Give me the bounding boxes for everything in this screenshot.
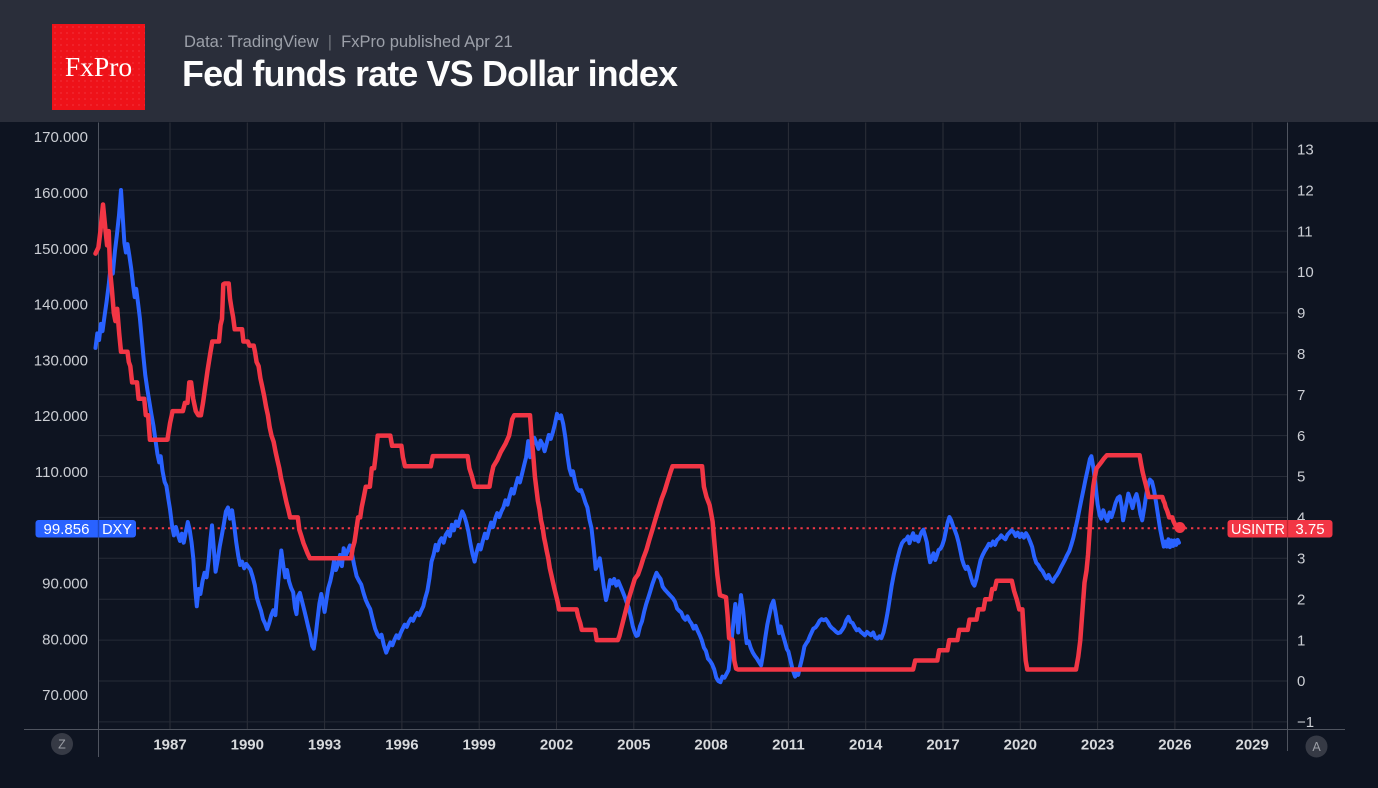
svg-text:160.000: 160.000	[34, 185, 88, 202]
svg-text:−1: −1	[1297, 714, 1314, 731]
svg-text:3: 3	[1297, 551, 1305, 568]
svg-text:2: 2	[1297, 591, 1305, 608]
svg-text:2029: 2029	[1236, 737, 1269, 754]
svg-text:10: 10	[1297, 264, 1314, 281]
svg-text:0: 0	[1297, 673, 1305, 690]
svg-text:Z: Z	[58, 738, 66, 752]
svg-text:7: 7	[1297, 387, 1305, 404]
svg-text:80.000: 80.000	[42, 631, 88, 648]
svg-text:1990: 1990	[231, 737, 264, 754]
svg-text:1999: 1999	[463, 737, 496, 754]
svg-text:130.000: 130.000	[34, 352, 88, 369]
svg-text:5: 5	[1297, 469, 1305, 486]
svg-text:2023: 2023	[1081, 737, 1114, 754]
svg-text:2011: 2011	[772, 737, 805, 754]
svg-text:110.000: 110.000	[35, 464, 88, 481]
svg-text:1996: 1996	[385, 737, 418, 754]
svg-text:12: 12	[1297, 182, 1314, 199]
svg-text:1: 1	[1297, 632, 1305, 649]
svg-text:A: A	[1312, 740, 1321, 754]
svg-text:170.000: 170.000	[34, 129, 88, 146]
svg-text:1993: 1993	[308, 737, 341, 754]
svg-text:2014: 2014	[849, 737, 883, 754]
svg-text:140.000: 140.000	[34, 297, 88, 314]
svg-text:90.000: 90.000	[42, 576, 88, 593]
svg-text:70.000: 70.000	[42, 687, 88, 704]
svg-text:2002: 2002	[540, 737, 573, 754]
svg-text:11: 11	[1297, 223, 1313, 240]
svg-text:13: 13	[1297, 142, 1314, 159]
svg-text:2026: 2026	[1158, 737, 1191, 754]
svg-text:2005: 2005	[617, 737, 650, 754]
svg-text:9: 9	[1297, 305, 1305, 322]
svg-text:USINTR: USINTR	[1231, 522, 1285, 538]
svg-text:1987: 1987	[153, 737, 186, 754]
svg-text:120.000: 120.000	[34, 408, 88, 425]
svg-text:DXY: DXY	[102, 522, 132, 538]
svg-text:4: 4	[1297, 510, 1305, 527]
svg-text:6: 6	[1297, 428, 1305, 445]
svg-text:2008: 2008	[694, 737, 727, 754]
svg-text:2017: 2017	[926, 737, 959, 754]
svg-text:8: 8	[1297, 346, 1305, 363]
svg-text:99.856: 99.856	[44, 521, 90, 538]
svg-text:150.000: 150.000	[34, 241, 88, 258]
svg-text:2020: 2020	[1004, 737, 1037, 754]
svg-text:3.75: 3.75	[1295, 521, 1324, 538]
